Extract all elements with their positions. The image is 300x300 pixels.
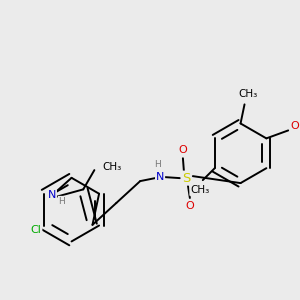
Text: H: H — [58, 196, 65, 206]
Text: H: H — [154, 160, 160, 169]
Text: CH₃: CH₃ — [103, 162, 122, 172]
Text: S: S — [182, 172, 190, 184]
Text: O: O — [185, 201, 194, 211]
Text: Cl: Cl — [31, 224, 41, 235]
Text: CH₃: CH₃ — [238, 89, 257, 99]
Text: O: O — [178, 145, 187, 155]
Text: CH₃: CH₃ — [190, 185, 209, 195]
Text: N: N — [48, 190, 56, 200]
Text: O: O — [290, 122, 299, 131]
Text: N: N — [156, 172, 164, 182]
